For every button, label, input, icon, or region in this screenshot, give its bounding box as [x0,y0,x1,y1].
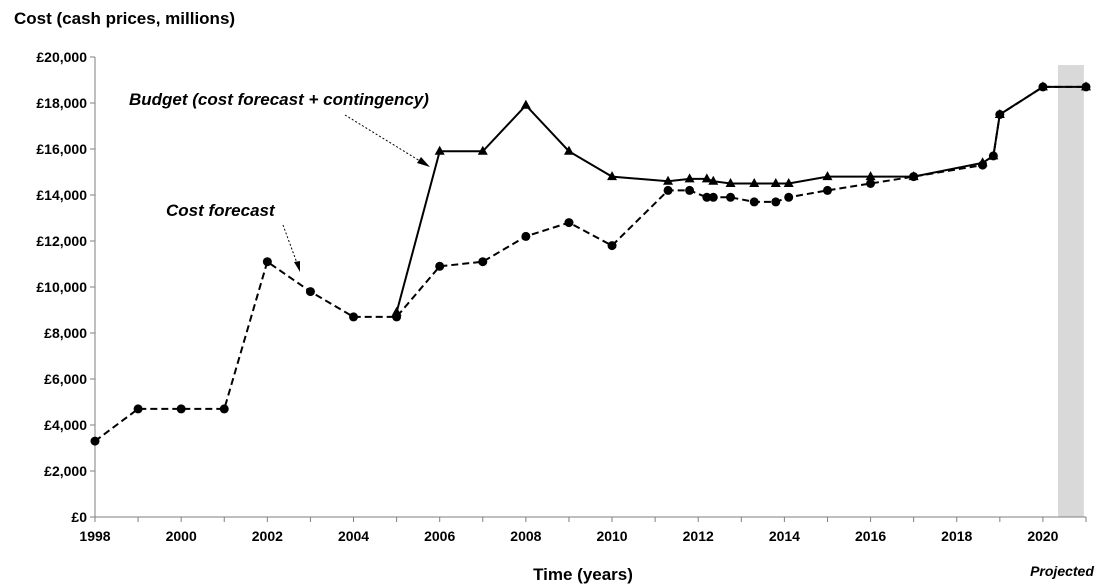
series-line [94,85,1086,442]
data-point [725,178,736,187]
x-tick-label: 2000 [166,528,197,544]
data-point [995,110,1005,119]
x-tick-label: 2002 [252,528,283,544]
series-cost-forecast [90,82,1091,446]
x-tick-label: 2004 [338,528,369,544]
data-point [749,178,760,187]
data-point [783,178,794,187]
x-tick-label: 2014 [769,528,800,544]
x-tick-label: 2016 [855,528,886,544]
data-point [865,171,876,181]
y-axis: £0 £2,000 £4,000 £6,000 £8,000 £10,000 £12,000… [36,49,96,525]
annotations: Budget (cost forecast + contingency) Cos… [129,90,430,272]
y-tick-label: £8,000 [44,325,87,341]
data-point [1038,82,1048,92]
data-point [434,145,445,155]
y-tick-label: £14,000 [36,187,87,203]
data-point [702,192,712,202]
data-point [477,145,488,155]
y-tick-label: £4,000 [44,417,87,433]
data-point [784,192,794,202]
budget-annotation-arrow [344,114,421,162]
data-point [978,160,988,170]
x-axis: 1998 2000 2002 2004 2006 2008 2010 2012 2014 2016… [79,516,1087,544]
x-tick-label: 2008 [510,528,541,544]
projected-band [1057,65,1084,517]
data-point [822,185,832,195]
x-tick-label: 1998 [79,528,110,544]
y-tick-label: £20,000 [36,49,87,65]
x-tick-label: 2012 [683,528,714,544]
series-budget [391,81,1091,316]
data-point [701,173,712,183]
data-point [262,257,272,267]
data-point [564,218,574,228]
budget-annotation-arrowhead [417,157,430,167]
data-point [988,151,998,161]
y-tick-label: £0 [71,509,87,525]
data-point [176,404,186,414]
data-point [708,175,719,185]
cost-annotation-arrowhead [294,261,300,272]
data-point [909,172,919,182]
data-point [607,171,618,181]
budget-annotation-label: Budget (cost forecast + contingency) [129,90,429,109]
data-point [749,197,759,207]
x-axis-title: Time (years) [533,565,633,584]
data-point [478,257,488,267]
data-point [685,185,695,195]
y-tick-label: £18,000 [36,95,87,111]
data-point [770,178,781,187]
data-point [663,185,673,195]
y-tick-label: £6,000 [44,371,87,387]
series-layer [90,81,1091,446]
data-point [349,312,359,322]
y-tick-label: £16,000 [36,141,87,157]
data-point [726,192,736,202]
y-tick-label: £12,000 [36,233,87,249]
data-point [563,145,574,155]
data-point [708,192,718,202]
data-point [520,99,531,109]
y-tick-label: £10,000 [36,279,87,295]
data-point [607,241,617,251]
data-point [771,197,781,207]
series-line [395,85,1086,313]
data-point [1081,82,1091,92]
cost-annotation-label: Cost forecast [166,201,276,220]
data-point [435,261,445,271]
data-point [822,171,833,181]
cost-annotation-arrow [282,224,298,264]
data-point [133,404,143,414]
data-point [663,175,674,185]
data-point [866,179,876,188]
data-point [392,312,402,322]
x-tick-label: 2018 [941,528,972,544]
data-point [684,173,695,183]
projected-label: Projected [1030,563,1094,579]
data-point [521,231,531,241]
x-tick-label: 2006 [424,528,455,544]
data-point [90,436,100,446]
y-axis-title: Cost (cash prices, millions) [14,9,235,28]
y-tick-label: £2,000 [44,463,87,479]
data-point [305,287,315,297]
x-tick-label: 2020 [1027,528,1058,544]
x-tick-label: 2010 [596,528,627,544]
data-point [219,404,229,414]
